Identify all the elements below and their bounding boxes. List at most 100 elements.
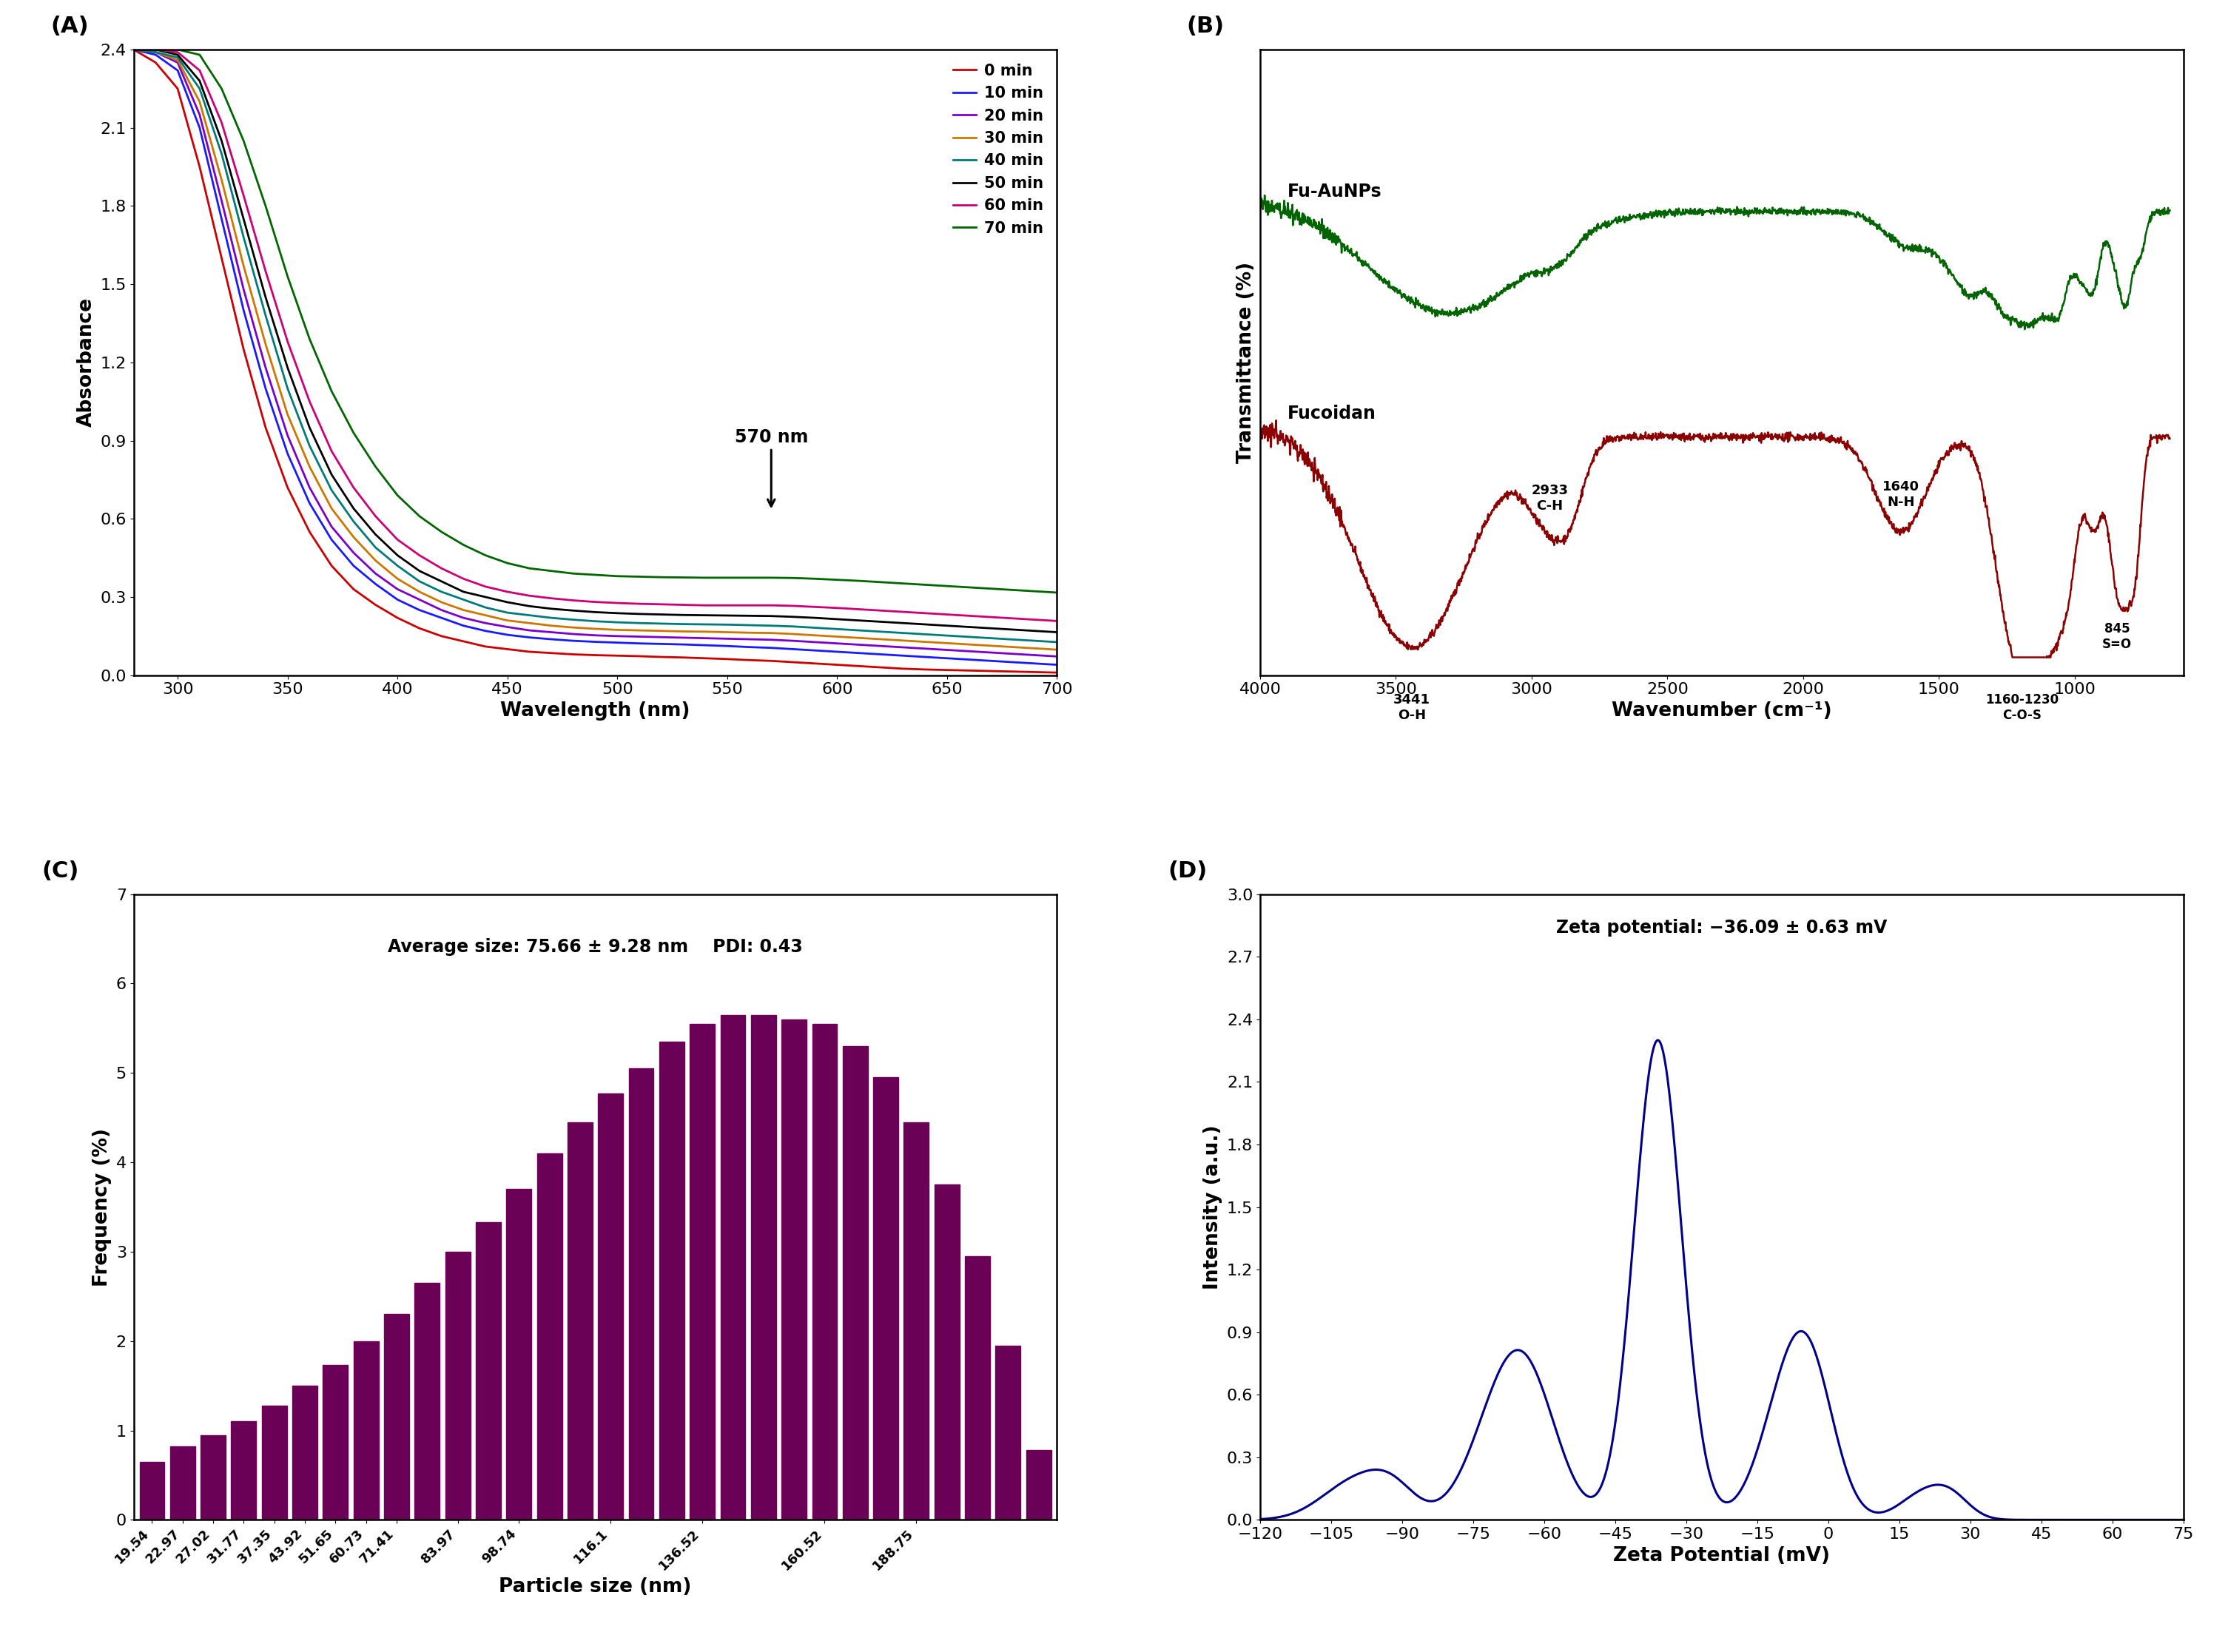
60 min	[911, 603, 938, 623]
Bar	[383, 1315, 410, 1520]
30 min	[758, 623, 784, 643]
Bar	[292, 1386, 316, 1520]
50 min	[472, 586, 499, 606]
30 min	[120, 40, 147, 59]
30 min	[713, 623, 740, 643]
50 min	[296, 418, 323, 438]
60 min	[472, 577, 499, 596]
70 min	[911, 575, 938, 595]
70 min	[405, 506, 432, 525]
20 min	[1043, 646, 1069, 666]
40 min	[229, 228, 256, 248]
Text: (C): (C)	[42, 861, 78, 882]
Bar	[446, 1252, 470, 1520]
X-axis label: Particle size (nm): Particle size (nm)	[499, 1578, 691, 1596]
40 min	[296, 436, 323, 456]
10 min	[867, 644, 893, 664]
70 min	[889, 573, 916, 593]
60 min	[207, 112, 234, 132]
0 min	[978, 661, 1005, 681]
30 min	[693, 621, 720, 641]
40 min	[274, 378, 301, 398]
Bar	[414, 1284, 439, 1520]
Text: (D): (D)	[1167, 861, 1208, 882]
70 min	[363, 456, 390, 476]
70 min	[934, 577, 960, 596]
60 min	[559, 590, 586, 610]
0 min	[383, 608, 410, 628]
30 min	[296, 456, 323, 476]
10 min	[847, 643, 873, 662]
40 min	[889, 623, 916, 643]
0 min	[780, 653, 807, 672]
50 min	[143, 40, 169, 59]
70 min	[693, 568, 720, 588]
10 min	[713, 636, 740, 656]
30 min	[802, 626, 829, 646]
Bar	[201, 1436, 225, 1520]
30 min	[341, 527, 368, 547]
Bar	[811, 1024, 838, 1520]
Text: 570 nm: 570 nm	[735, 428, 809, 507]
X-axis label: Zeta Potential (mV): Zeta Potential (mV)	[1613, 1546, 1829, 1564]
0 min	[120, 40, 147, 59]
Bar	[934, 1184, 960, 1520]
40 min	[517, 605, 544, 624]
50 min	[383, 545, 410, 565]
20 min	[428, 600, 455, 620]
30 min	[1023, 638, 1049, 657]
0 min	[143, 53, 169, 73]
40 min	[405, 572, 432, 591]
70 min	[626, 567, 653, 586]
20 min	[956, 641, 983, 661]
60 min	[450, 568, 477, 588]
40 min	[735, 615, 762, 634]
0 min	[405, 618, 432, 638]
40 min	[671, 615, 697, 634]
Bar	[597, 1094, 624, 1520]
60 min	[693, 595, 720, 615]
50 min	[911, 615, 938, 634]
40 min	[319, 481, 345, 501]
Line: 70 min: 70 min	[134, 50, 1056, 593]
50 min	[1000, 620, 1027, 639]
70 min	[495, 553, 521, 573]
0 min	[341, 580, 368, 600]
70 min	[867, 572, 893, 591]
60 min	[867, 601, 893, 621]
20 min	[537, 623, 564, 643]
30 min	[1000, 638, 1027, 657]
30 min	[626, 621, 653, 641]
Line: 30 min: 30 min	[134, 50, 1056, 649]
10 min	[671, 634, 697, 654]
20 min	[735, 629, 762, 649]
50 min	[1043, 623, 1069, 643]
60 min	[626, 593, 653, 613]
70 min	[252, 197, 278, 216]
0 min	[911, 659, 938, 679]
30 min	[207, 170, 234, 190]
0 min	[604, 646, 631, 666]
20 min	[405, 590, 432, 610]
Bar	[477, 1222, 501, 1520]
70 min	[517, 558, 544, 578]
0 min	[537, 643, 564, 662]
20 min	[780, 631, 807, 651]
30 min	[582, 620, 608, 639]
50 min	[802, 608, 829, 628]
0 min	[1023, 662, 1049, 682]
0 min	[450, 631, 477, 651]
40 min	[802, 618, 829, 638]
70 min	[450, 535, 477, 555]
70 min	[978, 578, 1005, 598]
10 min	[450, 616, 477, 636]
Bar	[232, 1421, 256, 1520]
40 min	[428, 582, 455, 601]
50 min	[537, 598, 564, 618]
Bar	[140, 1462, 165, 1520]
70 min	[187, 45, 214, 64]
20 min	[978, 643, 1005, 662]
40 min	[693, 615, 720, 634]
0 min	[165, 79, 192, 99]
40 min	[582, 611, 608, 631]
